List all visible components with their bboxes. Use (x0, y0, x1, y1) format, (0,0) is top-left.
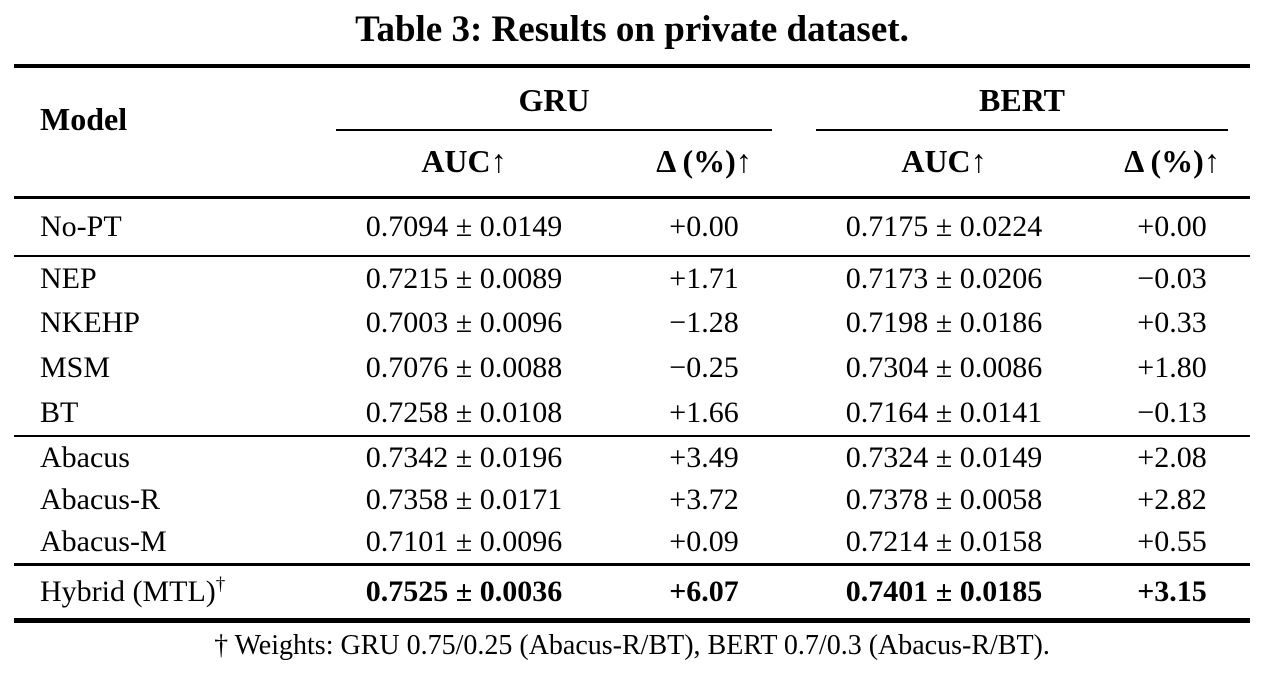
bert-auc-cell: 0.7378 ± 0.0058 (845, 483, 1043, 516)
model-cell: Abacus-M (39, 525, 167, 559)
bert-delta-cell: +0.33 (1137, 306, 1207, 339)
table-footnote: † Weights: GRU 0.75/0.25 (Abacus-R/BT), … (214, 630, 1050, 661)
bert-delta-cell: +2.08 (1137, 440, 1207, 474)
table-row: Abacus 0.7342 ± 0.0196 +3.49 0.7324 ± 0.… (14, 436, 1250, 479)
gru-delta-cell: +1.71 (669, 261, 739, 295)
gru-delta-cell: −1.28 (669, 306, 739, 339)
gru-delta-cell: +1.66 (669, 395, 739, 429)
column-group-bert: BERT (794, 66, 1250, 131)
table-row: No-PT 0.7094 ± 0.0149 +0.00 0.7175 ± 0.0… (14, 198, 1250, 256)
column-header-bert-delta: Δ (%)↑ (1124, 143, 1220, 179)
gru-auc-cell: 0.7101 ± 0.0096 (365, 525, 563, 559)
bert-auc-cell: 0.7173 ± 0.0206 (845, 261, 1043, 295)
model-cell: Abacus (39, 440, 130, 474)
model-cell: NEP (39, 261, 97, 295)
table-row: Hybrid (MTL)† 0.7525 ± 0.0036 +6.07 0.74… (14, 565, 1250, 621)
group-label-bert: BERT (816, 82, 1229, 131)
gru-auc-cell: 0.7258 ± 0.0108 (365, 395, 563, 429)
gru-auc-cell: 0.7525 ± 0.0036 (365, 575, 563, 608)
gru-auc-cell: 0.7358 ± 0.0171 (365, 483, 563, 516)
bert-auc-cell: 0.7175 ± 0.0224 (845, 209, 1043, 243)
bert-delta-cell: −0.03 (1137, 261, 1207, 295)
bert-auc-cell: 0.7304 ± 0.0086 (845, 351, 1043, 384)
bert-auc-cell: 0.7401 ± 0.0185 (845, 575, 1043, 608)
gru-auc-cell: 0.7094 ± 0.0149 (365, 209, 563, 243)
bert-auc-cell: 0.7198 ± 0.0186 (845, 306, 1043, 339)
section-baseline: No-PT 0.7094 ± 0.0149 +0.00 0.7175 ± 0.0… (13, 198, 1251, 256)
model-cell: Abacus-R (39, 483, 160, 516)
bert-delta-cell: +3.15 (1137, 575, 1207, 608)
gru-auc-cell: 0.7342 ± 0.0196 (365, 440, 563, 474)
model-cell: NKEHP (39, 306, 140, 339)
dagger-marker: † (215, 574, 226, 595)
table-row: BT 0.7258 ± 0.0108 +1.66 0.7164 ± 0.0141… (14, 391, 1250, 436)
section-hybrid: Hybrid (MTL)† 0.7525 ± 0.0036 +6.07 0.74… (13, 565, 1251, 621)
bert-delta-cell: +0.55 (1137, 525, 1207, 559)
group-header-row: Model GRU BERT (14, 66, 1250, 137)
column-header-gru-auc: AUC↑ (421, 143, 507, 179)
bert-delta-cell: −0.13 (1137, 395, 1207, 429)
model-label: Hybrid (MTL) (39, 575, 216, 608)
bert-auc-cell: 0.7164 ± 0.0141 (845, 395, 1043, 429)
table-header: Model GRU BERT AUC↑ Δ (%)↑ AUC↑ Δ (%)↑ (13, 66, 1251, 198)
bert-delta-cell: +1.80 (1137, 351, 1207, 384)
model-cell: No-PT (39, 209, 122, 243)
gru-auc-cell: 0.7003 ± 0.0096 (365, 306, 563, 339)
gru-delta-cell: +6.07 (669, 575, 739, 608)
table-row: Abacus-R 0.7358 ± 0.0171 +3.72 0.7378 ± … (14, 479, 1250, 522)
gru-delta-cell: +0.00 (669, 209, 739, 243)
table-row: Abacus-M 0.7101 ± 0.0096 +0.09 0.7214 ± … (14, 522, 1250, 565)
column-group-gru: GRU (314, 66, 794, 131)
section-single-task: NEP 0.7215 ± 0.0089 +1.71 0.7173 ± 0.020… (13, 256, 1251, 436)
gru-auc-cell: 0.7076 ± 0.0088 (365, 351, 563, 384)
table-row: NKEHP 0.7003 ± 0.0096 −1.28 0.7198 ± 0.0… (14, 301, 1250, 346)
table-row: NEP 0.7215 ± 0.0089 +1.71 0.7173 ± 0.020… (14, 256, 1250, 301)
table-row: MSM 0.7076 ± 0.0088 −0.25 0.7304 ± 0.008… (14, 346, 1250, 391)
gru-delta-cell: +0.09 (669, 525, 739, 559)
table-caption: Table 3: Results on private dataset. (355, 9, 909, 50)
gru-delta-cell: +3.49 (669, 440, 739, 474)
gru-delta-cell: +3.72 (669, 483, 739, 516)
column-header-model: Model (39, 100, 128, 137)
column-header-gru-delta: Δ (%)↑ (656, 143, 752, 179)
model-cell: MSM (39, 351, 111, 384)
bert-delta-cell: +0.00 (1137, 209, 1207, 243)
model-cell: Hybrid (MTL)† (14, 565, 314, 621)
gru-auc-cell: 0.7215 ± 0.0089 (365, 261, 563, 295)
bert-auc-cell: 0.7324 ± 0.0149 (845, 440, 1043, 474)
bert-delta-cell: +2.82 (1137, 483, 1207, 516)
sub-header-row: AUC↑ Δ (%)↑ AUC↑ Δ (%)↑ (14, 131, 1250, 198)
column-header-bert-auc: AUC↑ (901, 143, 987, 179)
section-abacus: Abacus 0.7342 ± 0.0196 +3.49 0.7324 ± 0.… (13, 436, 1251, 565)
bert-auc-cell: 0.7214 ± 0.0158 (845, 525, 1043, 559)
model-cell: BT (39, 395, 79, 429)
gru-delta-cell: −0.25 (669, 351, 739, 384)
group-label-gru: GRU (335, 82, 772, 131)
results-table: Model GRU BERT AUC↑ Δ (%)↑ AUC↑ Δ (%)↑ N… (13, 64, 1251, 623)
